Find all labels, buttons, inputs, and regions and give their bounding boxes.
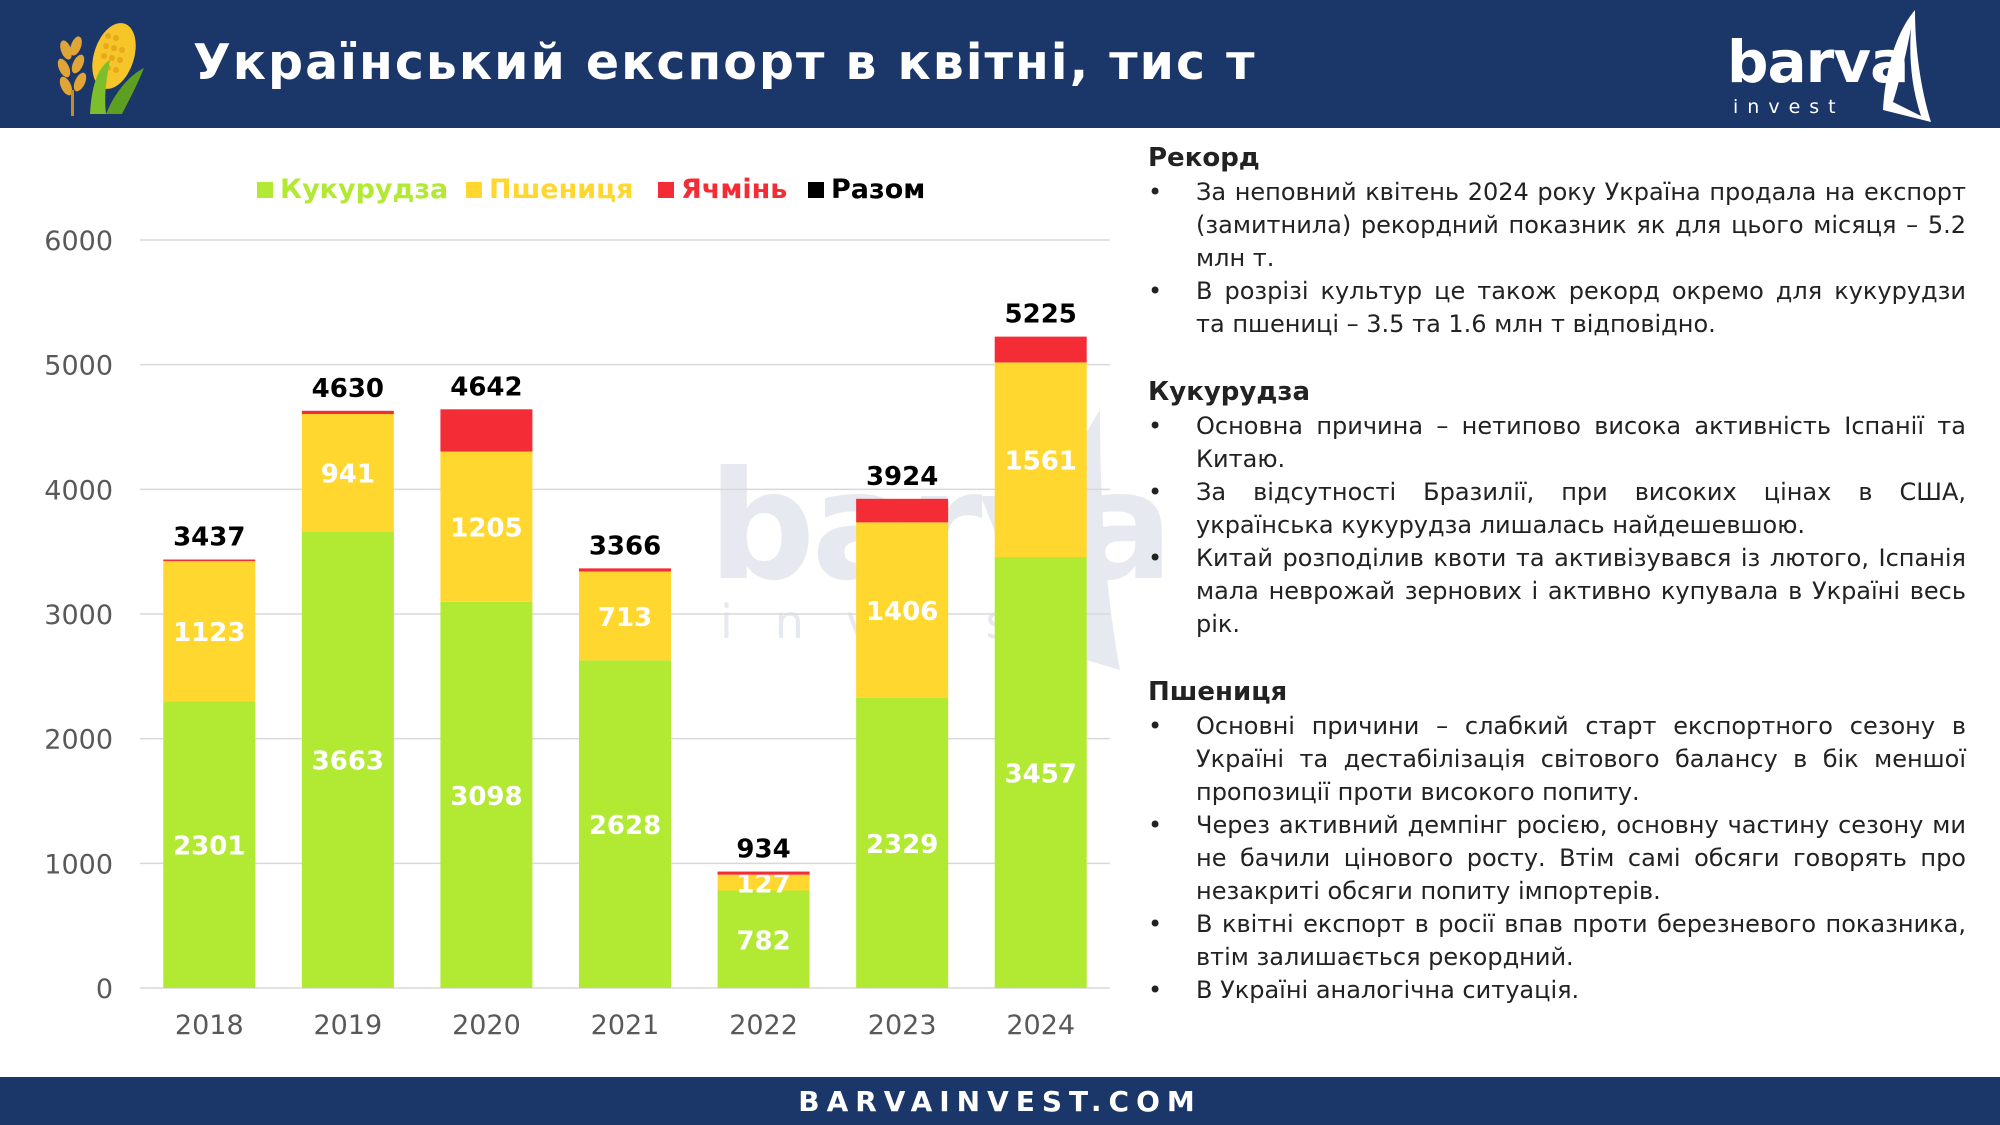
x-tick-label: 2021: [591, 1010, 660, 1041]
bar-wheat: [440, 451, 533, 602]
x-tick-label: 2018: [175, 1010, 244, 1041]
x-tick-label: 2020: [452, 1010, 521, 1041]
export-bar-chart: Кукурудза Пшениця Ячмінь Разом 0 1000 2000 300…: [44, 174, 1110, 1041]
bar-corn: [856, 697, 949, 988]
y-tick-label: 5000: [44, 351, 113, 382]
chart-legend: Кукурудза Пшениця Ячмінь Разом: [257, 174, 925, 205]
x-axis: 2018 2019 2020 2021 2022 2023 2024: [175, 1010, 1075, 1041]
data-label-total: 934: [736, 835, 790, 865]
legend-swatch: [466, 182, 482, 198]
legend-swatch: [257, 182, 273, 198]
bar-barley: [717, 871, 810, 875]
bullet-item: В квітні експорт в росії впав проти бере…: [1148, 908, 1966, 974]
bar-corn: [994, 557, 1087, 988]
data-label-wheat: 1561: [1005, 447, 1077, 477]
logo-sub: invest: [1733, 96, 1845, 118]
legend-label: Ячмінь: [681, 174, 787, 205]
bar-wheat: [301, 414, 394, 532]
bullet-list: Основні причини – слабкий старт експортн…: [1148, 710, 1966, 1007]
bar-corn: [440, 601, 533, 988]
chart-bars: 2301 1123 3437 3663 941 4630 3098 1205 4642 2628 7…: [163, 300, 1087, 988]
bar-barley: [163, 559, 256, 562]
page-title: Український експорт в квітні, тис т: [193, 34, 1257, 91]
section-heading: Пшениця: [1148, 677, 1288, 707]
y-tick-label: 0: [96, 974, 113, 1005]
legend-label: Кукурудза: [280, 174, 448, 205]
barva-logo: barva invest: [1725, 6, 1935, 124]
bullet-list: За неповний квітень 2024 року Україна пр…: [1148, 176, 1966, 341]
legend-swatch: [808, 182, 824, 198]
y-axis: 0 1000 2000 3000 4000 5000 6000: [44, 226, 113, 1005]
section-heading: Кукурудза: [1148, 377, 1311, 407]
bullet-item: В Україні аналогічна ситуація.: [1148, 974, 1966, 1007]
data-label-total: 3366: [589, 531, 661, 561]
data-label-wheat: 1123: [173, 618, 245, 648]
bar-wheat: [717, 874, 810, 891]
logo-word: barva: [1727, 28, 1909, 96]
bar-wheat: [163, 561, 256, 702]
legend-label: Разом: [831, 174, 925, 205]
bar-barley: [856, 498, 949, 523]
bullet-item: Через активний демпінг росією, основну ч…: [1148, 809, 1966, 908]
data-label-wheat: 941: [321, 460, 375, 490]
data-label-corn: 2329: [866, 830, 938, 860]
bullet-item: Китай розподілив квоти та активізувався …: [1148, 542, 1966, 641]
bullet-list: Основна причина – нетипово висока активн…: [1148, 410, 1966, 641]
data-label-wheat: 1406: [866, 597, 938, 627]
bar-barley: [579, 568, 671, 572]
footer-bar: BARVAINVEST.COM: [0, 1077, 2000, 1125]
data-label-corn: 2301: [173, 832, 245, 862]
y-tick-label: 2000: [44, 725, 113, 756]
chart-gridlines: [140, 239, 1110, 989]
data-label-corn: 2628: [589, 811, 661, 841]
bar-wheat: [994, 362, 1087, 558]
bar-barley: [440, 409, 533, 452]
section-heading: Рекорд: [1148, 143, 1260, 173]
commentary-panel: РекордЗа неповний квітень 2024 року Укра…: [1148, 140, 1966, 1040]
corn-wheat-icon: [57, 23, 144, 116]
notes-section: РекордЗа неповний квітень 2024 року Укра…: [1148, 140, 1966, 341]
header-bar: Український експорт в квітні, тис т barv…: [0, 0, 2000, 128]
x-tick-label: 2024: [1006, 1010, 1075, 1041]
legend-swatch: [658, 182, 674, 198]
data-label-total: 3924: [866, 462, 938, 492]
bullet-item: За неповний квітень 2024 року Україна пр…: [1148, 176, 1966, 275]
bar-corn: [163, 701, 256, 988]
bullet-item: Основна причина – нетипово висока активн…: [1148, 410, 1966, 476]
data-label-corn: 3457: [1005, 760, 1077, 790]
legend-label: Пшениця: [489, 174, 634, 205]
x-tick-label: 2023: [868, 1010, 937, 1041]
data-label-corn: 3098: [450, 782, 522, 812]
x-tick-label: 2019: [313, 1010, 382, 1041]
x-tick-label: 2022: [729, 1010, 798, 1041]
bullet-item: Основні причини – слабкий старт експортн…: [1148, 710, 1966, 809]
notes-section: КукурудзаОсновна причина – нетипово висо…: [1148, 374, 1966, 641]
bar-wheat: [579, 571, 671, 661]
data-label-total: 3437: [173, 523, 245, 553]
y-tick-label: 1000: [44, 849, 113, 880]
bar-wheat: [856, 522, 949, 698]
data-label-wheat: 1205: [450, 514, 522, 544]
data-label-corn: 3663: [312, 747, 384, 777]
bar-barley: [994, 336, 1087, 363]
footer-site: BARVAINVEST.COM: [798, 1085, 1202, 1118]
bar-corn: [301, 531, 394, 988]
data-label-wheat: 713: [598, 603, 652, 633]
notes-section: ПшеницяОсновні причини – слабкий старт е…: [1148, 674, 1966, 1007]
bar-barley: [301, 410, 394, 415]
data-label-total: 4642: [450, 372, 522, 402]
bar-corn: [717, 890, 810, 988]
y-tick-label: 4000: [44, 475, 113, 506]
data-label-total: 5225: [1005, 300, 1077, 330]
data-label-total: 4630: [312, 374, 384, 404]
bar-corn: [579, 660, 671, 988]
y-tick-label: 3000: [44, 600, 113, 631]
data-label-corn: 782: [736, 926, 790, 956]
bullet-item: За відсутності Бразилії, при високих цін…: [1148, 476, 1966, 542]
bullet-item: В розрізі культур це також рекорд окремо…: [1148, 275, 1966, 341]
y-tick-label: 6000: [44, 226, 113, 257]
